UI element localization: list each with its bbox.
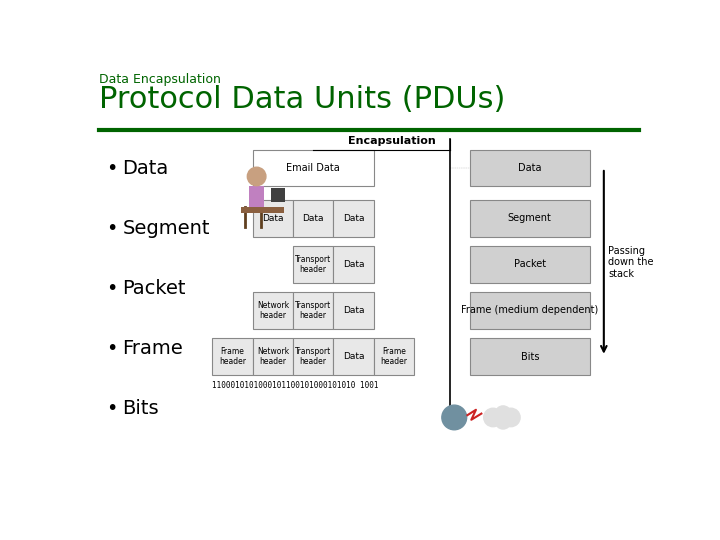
Text: Transport
header: Transport header [295, 347, 331, 366]
FancyBboxPatch shape [469, 200, 590, 237]
Text: Transport
header: Transport header [295, 254, 331, 274]
FancyBboxPatch shape [212, 338, 253, 375]
Text: Data: Data [343, 213, 364, 222]
Text: 1100010101000101100101000101010 1001: 1100010101000101100101000101010 1001 [212, 381, 379, 390]
FancyBboxPatch shape [333, 338, 374, 375]
FancyBboxPatch shape [469, 292, 590, 329]
FancyBboxPatch shape [253, 200, 293, 237]
Text: Frame
header: Frame header [219, 347, 246, 366]
Text: Data: Data [262, 213, 284, 222]
Text: Bits: Bits [521, 352, 539, 362]
Text: Data: Data [343, 260, 364, 269]
Text: Data Encapsulation: Data Encapsulation [99, 72, 221, 85]
Text: Data: Data [518, 163, 541, 173]
Text: Bits: Bits [122, 400, 159, 419]
FancyBboxPatch shape [293, 338, 333, 375]
Circle shape [495, 414, 510, 429]
FancyBboxPatch shape [271, 188, 284, 202]
Text: Frame: Frame [122, 340, 184, 359]
Circle shape [484, 408, 503, 427]
FancyBboxPatch shape [293, 246, 374, 283]
Text: Data: Data [343, 352, 364, 361]
Text: Email Data: Email Data [287, 163, 340, 173]
FancyBboxPatch shape [249, 186, 264, 207]
FancyBboxPatch shape [253, 150, 374, 186]
Text: Frame
header: Frame header [380, 347, 408, 366]
Text: Protocol Data Units (PDUs): Protocol Data Units (PDUs) [99, 85, 505, 114]
FancyBboxPatch shape [253, 338, 293, 375]
Circle shape [502, 408, 520, 427]
FancyBboxPatch shape [253, 200, 374, 237]
Text: Network
header: Network header [257, 347, 289, 366]
Circle shape [495, 406, 510, 421]
Text: •: • [106, 340, 117, 359]
Text: Transport
header: Transport header [295, 301, 331, 320]
Text: •: • [106, 279, 117, 299]
FancyBboxPatch shape [253, 150, 374, 186]
Text: Passing
down the
stack: Passing down the stack [608, 246, 654, 279]
FancyBboxPatch shape [253, 292, 374, 329]
FancyBboxPatch shape [212, 338, 414, 375]
FancyBboxPatch shape [333, 246, 374, 283]
Text: Segment: Segment [122, 219, 210, 238]
Text: Packet: Packet [514, 259, 546, 269]
FancyBboxPatch shape [293, 200, 333, 237]
FancyBboxPatch shape [469, 246, 590, 283]
Text: Segment: Segment [508, 213, 552, 223]
Text: Encapsulation: Encapsulation [348, 137, 436, 146]
Text: Packet: Packet [122, 279, 186, 299]
Text: Frame (medium dependent): Frame (medium dependent) [462, 306, 598, 315]
Text: Network
header: Network header [257, 301, 289, 320]
Text: •: • [106, 400, 117, 419]
FancyBboxPatch shape [333, 200, 374, 237]
FancyBboxPatch shape [241, 207, 284, 213]
FancyBboxPatch shape [469, 338, 590, 375]
Text: •: • [106, 219, 117, 238]
Text: Data: Data [302, 213, 324, 222]
FancyBboxPatch shape [253, 292, 293, 329]
FancyBboxPatch shape [469, 150, 590, 186]
FancyBboxPatch shape [374, 338, 414, 375]
Text: •: • [106, 159, 117, 178]
FancyBboxPatch shape [293, 292, 333, 329]
FancyBboxPatch shape [333, 292, 374, 329]
Circle shape [248, 167, 266, 186]
Text: Data: Data [122, 159, 168, 178]
FancyBboxPatch shape [293, 246, 333, 283]
Text: Data: Data [343, 306, 364, 315]
Circle shape [442, 405, 467, 430]
